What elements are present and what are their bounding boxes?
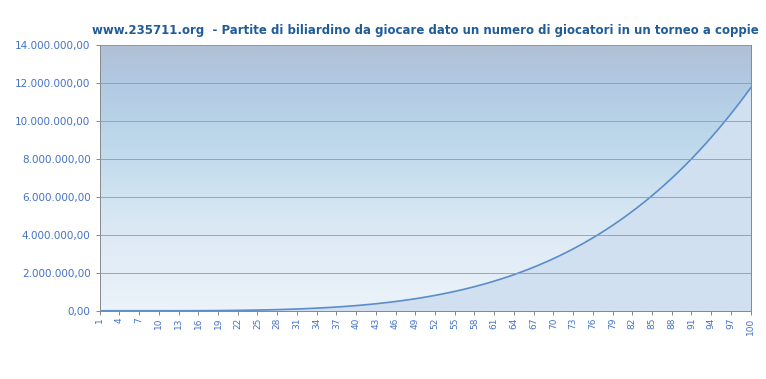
Title: www.235711.org  - Partite di biliardino da giocare dato un numero di giocatori i: www.235711.org - Partite di biliardino d…	[92, 24, 758, 38]
